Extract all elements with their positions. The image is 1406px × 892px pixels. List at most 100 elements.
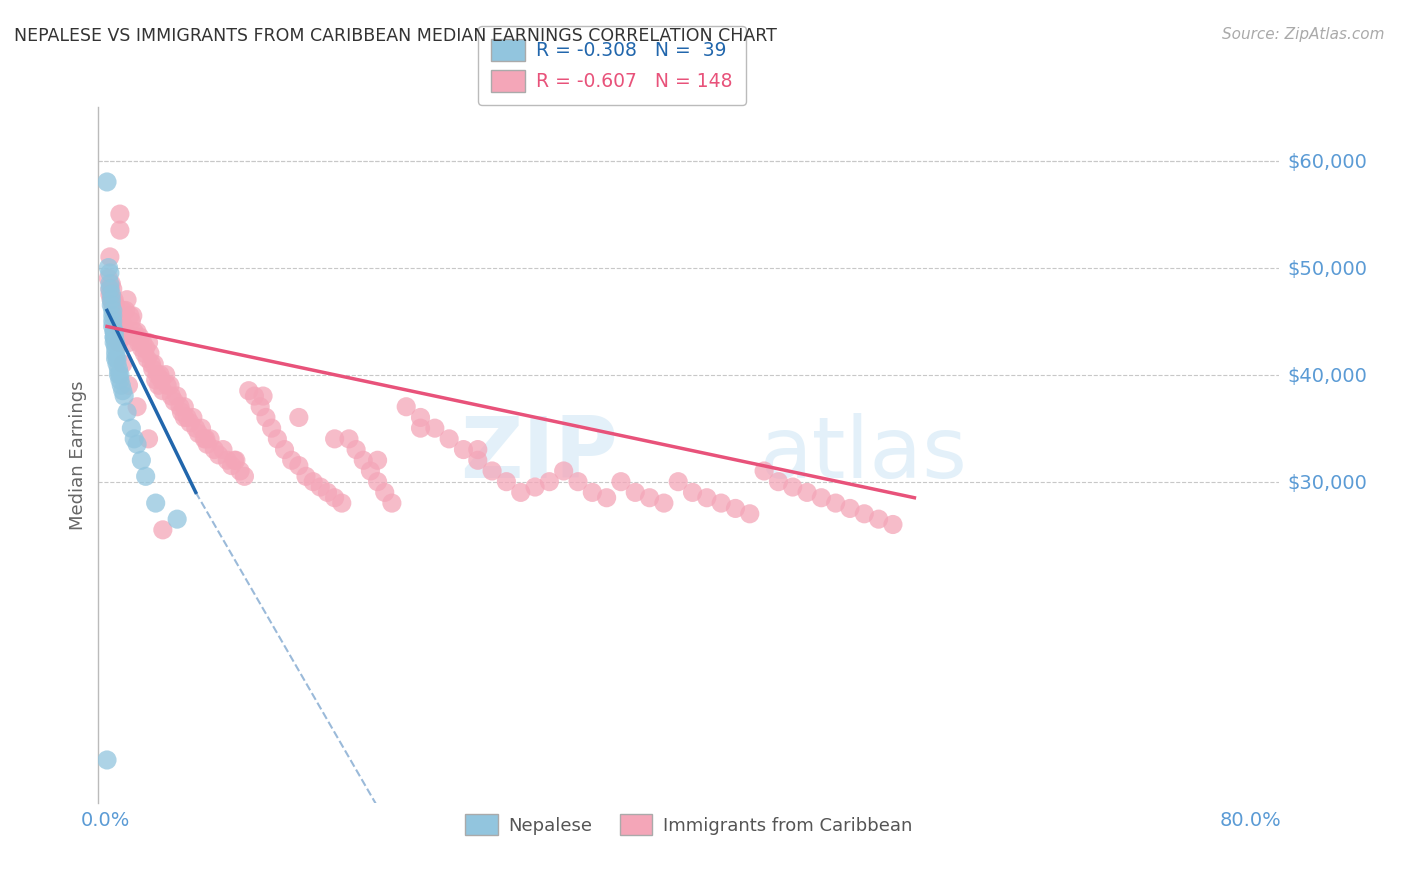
Point: [824, 496, 846, 510]
Point: [238, 384, 260, 398]
Point: [135, 469, 157, 483]
Point: [330, 496, 353, 510]
Point: [252, 389, 274, 403]
Point: [103, 335, 125, 350]
Point: [195, 437, 218, 451]
Point: [105, 351, 128, 366]
Point: [120, 421, 142, 435]
Point: [111, 330, 134, 344]
Point: [853, 507, 876, 521]
Point: [160, 389, 183, 403]
Point: [610, 475, 633, 489]
Point: [302, 475, 325, 489]
Point: [882, 517, 904, 532]
Point: [105, 314, 128, 328]
Point: [98, 277, 121, 291]
Point: [173, 400, 195, 414]
Point: [553, 464, 575, 478]
Point: [120, 314, 142, 328]
Point: [107, 335, 129, 350]
Point: [107, 314, 129, 328]
Point: [98, 287, 121, 301]
Legend: Nepalese, Immigrants from Caribbean: Nepalese, Immigrants from Caribbean: [458, 807, 920, 842]
Point: [104, 335, 127, 350]
Point: [96, 175, 118, 189]
Point: [112, 319, 135, 334]
Point: [122, 325, 145, 339]
Point: [839, 501, 862, 516]
Point: [100, 293, 122, 307]
Point: [782, 480, 804, 494]
Point: [266, 432, 288, 446]
Point: [437, 432, 460, 446]
Point: [101, 282, 124, 296]
Point: [97, 271, 120, 285]
Point: [118, 309, 141, 323]
Point: [107, 368, 129, 382]
Point: [125, 437, 148, 451]
Point: [184, 421, 207, 435]
Point: [288, 458, 311, 473]
Point: [159, 378, 181, 392]
Point: [696, 491, 718, 505]
Point: [101, 309, 124, 323]
Point: [111, 303, 134, 318]
Point: [169, 400, 191, 414]
Point: [139, 346, 162, 360]
Point: [128, 335, 150, 350]
Point: [103, 325, 125, 339]
Point: [652, 496, 675, 510]
Point: [423, 421, 446, 435]
Point: [224, 453, 246, 467]
Point: [142, 362, 165, 376]
Point: [768, 475, 790, 489]
Point: [155, 368, 177, 382]
Point: [190, 421, 212, 435]
Point: [395, 400, 418, 414]
Point: [624, 485, 647, 500]
Point: [524, 480, 547, 494]
Point: [225, 453, 247, 467]
Point: [100, 287, 122, 301]
Point: [125, 325, 148, 339]
Point: [254, 410, 277, 425]
Point: [202, 442, 225, 457]
Point: [495, 475, 517, 489]
Point: [114, 303, 136, 318]
Point: [111, 357, 134, 371]
Point: [170, 405, 193, 419]
Point: [100, 293, 122, 307]
Point: [115, 405, 138, 419]
Point: [166, 389, 188, 403]
Point: [96, 753, 118, 767]
Point: [682, 485, 704, 500]
Point: [280, 453, 302, 467]
Text: ZIP: ZIP: [460, 413, 619, 497]
Point: [481, 464, 503, 478]
Point: [352, 453, 374, 467]
Point: [595, 491, 617, 505]
Point: [323, 432, 346, 446]
Point: [538, 475, 561, 489]
Point: [103, 293, 125, 307]
Point: [173, 410, 195, 425]
Point: [152, 384, 174, 398]
Point: [467, 442, 489, 457]
Point: [108, 223, 131, 237]
Point: [105, 319, 128, 334]
Point: [581, 485, 603, 500]
Point: [111, 384, 134, 398]
Point: [104, 303, 127, 318]
Point: [138, 432, 160, 446]
Point: [243, 389, 266, 403]
Point: [101, 319, 124, 334]
Point: [149, 368, 172, 382]
Point: [752, 464, 775, 478]
Point: [135, 341, 157, 355]
Point: [98, 266, 121, 280]
Point: [724, 501, 747, 516]
Point: [179, 416, 201, 430]
Point: [176, 410, 198, 425]
Point: [104, 341, 127, 355]
Point: [115, 293, 138, 307]
